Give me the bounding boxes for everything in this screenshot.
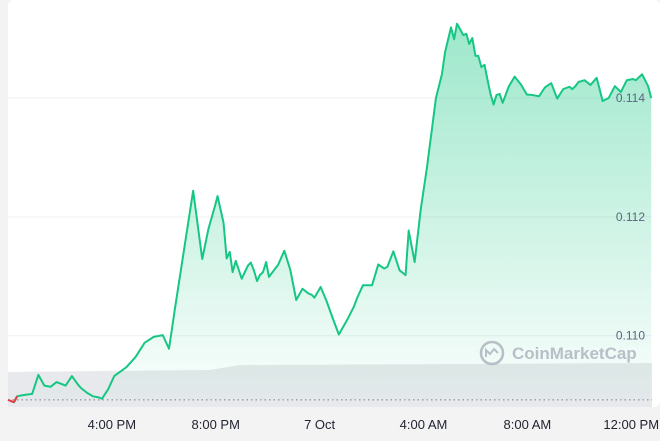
x-tick-label: 12:00 PM [603, 417, 660, 432]
coinmarketcap-logo-icon [479, 340, 505, 366]
y-tick-label: 0.110 [616, 329, 645, 343]
x-tick-label: 4:00 PM [87, 417, 137, 432]
price-line[interactable] [7, 22, 653, 404]
y-axis-ticks: 0.110 0.112 0.114 [616, 91, 645, 343]
x-tick-label: 7 Oct [304, 417, 336, 432]
price-area-fill [8, 23, 652, 400]
x-tick-label: 8:00 PM [191, 417, 240, 432]
price-chart[interactable]: 0.110 0.112 0.114 CoinMarketCap [0, 0, 660, 407]
coinmarketcap-logo-icon-mark [485, 347, 499, 357]
watermark: CoinMarketCap [479, 340, 637, 366]
y-tick-label: 0.114 [616, 91, 645, 105]
y-tick-label: 0.112 [616, 210, 645, 224]
x-tick-label: 8:00 AM [503, 417, 552, 432]
price-line-below-reference[interactable] [7, 395, 18, 404]
x-axis: 4:00 PM 8:00 PM 7 Oct 4:00 AM 8:00 AM 12:00 P… [0, 407, 660, 441]
x-tick-label: 4:00 AM [399, 417, 448, 432]
watermark-text: CoinMarketCap [512, 344, 637, 363]
